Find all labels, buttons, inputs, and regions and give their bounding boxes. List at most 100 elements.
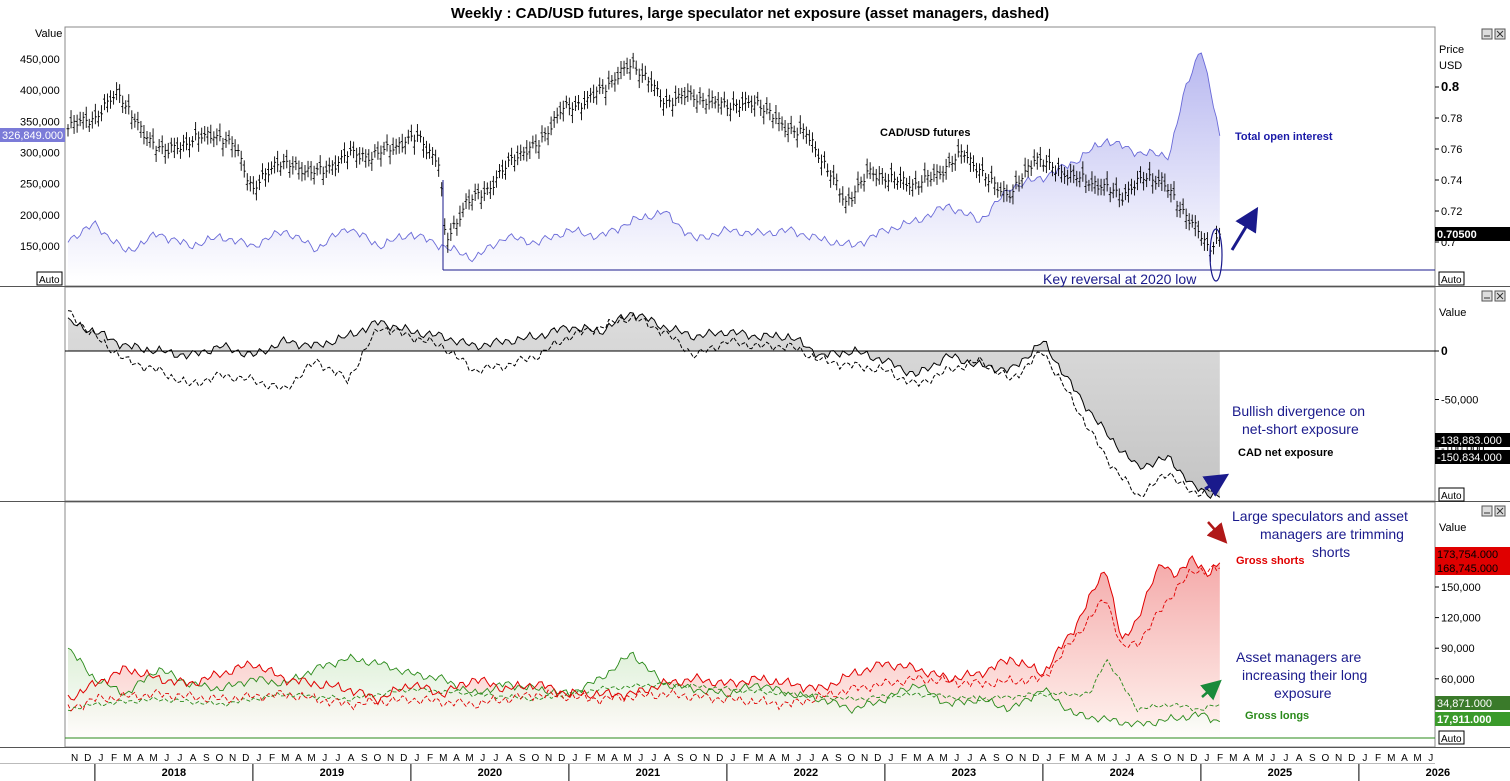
p1-minimize-icon[interactable] (1481, 28, 1493, 40)
p1-right-ticks: 0.80.780.760.740.720.7 (1435, 79, 1462, 249)
p3-auto-right-box[interactable] (1438, 730, 1465, 745)
ohlc-bar (1142, 171, 1146, 191)
open-interest-area (67, 52, 1221, 281)
ohlc-bar (695, 94, 699, 113)
p3-marker-shorts-1: 173,754.000 (1437, 549, 1498, 561)
ohlc-bar (820, 154, 824, 176)
ohlc-bar (397, 137, 401, 154)
p2-auto-right[interactable]: Auto (1441, 491, 1462, 502)
ohlc-bar (373, 144, 377, 158)
x-month-tick: N (1177, 753, 1184, 764)
ohlc-bar (69, 110, 73, 129)
ohlc-bar (655, 81, 659, 97)
ohlc-bar (580, 102, 583, 121)
x-month-tick: O (1164, 753, 1172, 764)
ohlc-bar (157, 139, 161, 153)
x-month-tick: N (387, 753, 394, 764)
ohlc-bar (871, 166, 875, 182)
ohlc-bar (659, 89, 662, 108)
p2-minimize-icon[interactable] (1481, 290, 1493, 302)
ohlc-bar (264, 168, 267, 187)
p3-right-axis-title: Value (1439, 522, 1466, 534)
x-month-tick: J (177, 753, 182, 764)
x-month-tick: A (453, 753, 460, 764)
ohlc-bar (914, 170, 918, 190)
ohlc-bar (938, 165, 942, 180)
p2-marker-1-bg (1435, 433, 1510, 447)
ohlc-bar (1166, 184, 1170, 198)
p3-auto-right[interactable]: Auto (1441, 734, 1462, 745)
ohlc-bar (130, 110, 134, 130)
ohlc-bar (361, 147, 365, 162)
ohlc-bar (276, 150, 280, 173)
ohlc-bar (1178, 201, 1182, 218)
annotation-shorts-1: Large speculators and asset (1232, 508, 1408, 524)
ohlc-bar (169, 137, 173, 153)
p3-marker-shorts-1-bg (1435, 547, 1510, 561)
ohlc-bar (552, 110, 556, 128)
ohlc-bar (352, 141, 356, 159)
ohlc-bar (349, 140, 353, 156)
x-month-tick: M (755, 753, 763, 764)
ohlc-bar (741, 91, 745, 111)
ohlc-bar (826, 163, 830, 177)
p2-marker-1: -138,883.000 (1437, 435, 1502, 447)
p1-right-marker-bg (1435, 227, 1510, 241)
ohlc-bar (525, 140, 529, 162)
p2-auto-right-box[interactable] (1438, 487, 1465, 502)
p2-close-icon[interactable] (1494, 290, 1506, 302)
ohlc-bar (206, 126, 210, 145)
ohlc-bar (236, 144, 240, 157)
x-month-tick: J (967, 753, 972, 764)
ohlc-bar (124, 100, 128, 114)
p1-left-marker-bg (0, 128, 65, 142)
ohlc-bar (649, 71, 653, 92)
p3-close-icon[interactable] (1494, 505, 1506, 517)
x-year-tick: 2022 (794, 767, 818, 779)
p1-auto-left-box[interactable] (36, 271, 63, 286)
ohlc-bar (148, 132, 152, 148)
p1-left-tick: 300,000 (20, 148, 60, 160)
ohlc-bar (968, 152, 972, 172)
ohlc-bar (1002, 180, 1006, 203)
ohlc-bar (491, 175, 495, 196)
ohlc-bar (1102, 178, 1106, 196)
ohlc-bar (625, 57, 629, 74)
p1-auto-right[interactable]: Auto (1441, 275, 1462, 286)
x-month-tick: F (427, 753, 433, 764)
ohlc-bar (531, 135, 535, 149)
x-month-tick: O (216, 753, 224, 764)
ohlc-bar (813, 141, 817, 158)
ohlc-bar (978, 163, 982, 183)
p1-auto-left[interactable]: Auto (39, 275, 60, 286)
p3-minimize-icon[interactable] (1481, 505, 1493, 517)
ohlc-bar (722, 91, 726, 108)
ohlc-bar (810, 132, 814, 153)
ohlc-bar (950, 155, 954, 172)
x-month-tick: F (269, 753, 275, 764)
ohlc-bar (1011, 184, 1015, 205)
ohlc-bar (944, 158, 948, 180)
reversal-circle (1209, 228, 1223, 282)
p1-auto-right-box[interactable] (1438, 271, 1465, 286)
ohlc-bar (239, 150, 243, 171)
ohlc-bar (251, 176, 255, 195)
ohlc-bar (1157, 169, 1161, 188)
gross-shorts-fill (68, 556, 1220, 738)
ohlc-bar (844, 196, 848, 214)
ohlc-bar (121, 95, 125, 114)
annotation-longs-3: exposure (1274, 685, 1332, 701)
ohlc-bar (321, 166, 325, 186)
p1-close-icon[interactable] (1494, 28, 1506, 40)
label-net-exposure: CAD net exposure (1238, 447, 1333, 459)
x-month-tick: S (677, 753, 684, 764)
arrow-up-net (1202, 473, 1230, 497)
ohlc-bar (297, 160, 301, 180)
x-month-tick: M (307, 753, 315, 764)
ohlc-bar (701, 92, 705, 109)
p2-marker-2: -150,834.000 (1437, 452, 1502, 464)
ohlc-bar (929, 171, 933, 187)
x-month-tick: M (781, 753, 789, 764)
ohlc-bar (467, 189, 471, 210)
